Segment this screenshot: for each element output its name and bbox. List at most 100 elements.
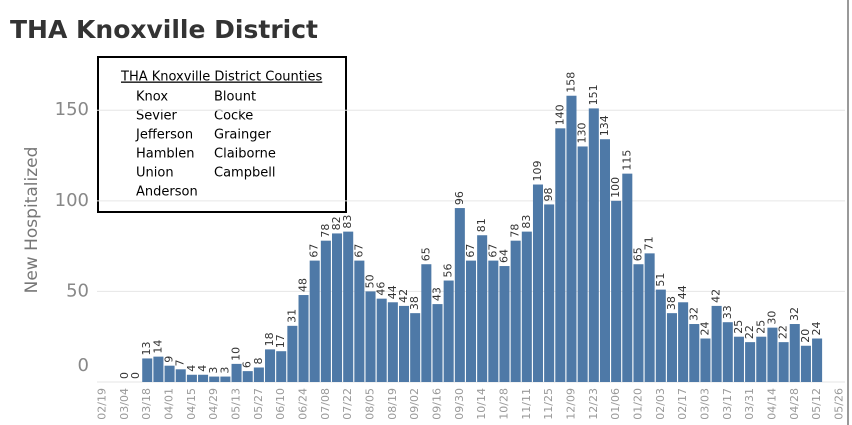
legend-item: Sevier bbox=[136, 109, 178, 124]
bar bbox=[443, 280, 454, 382]
bar bbox=[678, 302, 689, 382]
bar bbox=[265, 349, 276, 382]
bar bbox=[544, 204, 555, 382]
legend-box bbox=[97, 56, 347, 213]
value-label: 20 bbox=[799, 329, 812, 343]
bar bbox=[231, 363, 242, 382]
x-tick-label: 08/05 bbox=[364, 388, 377, 420]
value-label: 151 bbox=[587, 84, 600, 105]
x-tick-label: 04/29 bbox=[207, 388, 220, 420]
bar bbox=[153, 356, 164, 382]
bar bbox=[320, 240, 331, 382]
x-tick-label: 03/31 bbox=[743, 388, 756, 420]
value-label: 65 bbox=[419, 247, 432, 261]
bar bbox=[253, 367, 264, 382]
value-label: 3 bbox=[218, 367, 231, 374]
x-tick-label: 11/25 bbox=[542, 388, 555, 420]
value-label: 71 bbox=[643, 236, 656, 250]
bar bbox=[745, 342, 756, 382]
legend-item: Cocke bbox=[214, 109, 253, 124]
value-label: 4 bbox=[196, 365, 209, 372]
bar bbox=[711, 305, 722, 382]
x-tick-label: 04/28 bbox=[788, 388, 801, 420]
bar bbox=[298, 295, 309, 382]
bar bbox=[733, 336, 744, 382]
x-tick-label: 03/04 bbox=[118, 388, 131, 420]
bar bbox=[287, 325, 298, 382]
value-label: 44 bbox=[386, 285, 399, 299]
value-label: 24 bbox=[698, 322, 711, 336]
bar bbox=[209, 376, 220, 382]
bar bbox=[387, 302, 398, 382]
bar bbox=[599, 139, 610, 382]
x-tick-label: 05/13 bbox=[230, 388, 243, 420]
value-label: 38 bbox=[665, 296, 678, 310]
bar bbox=[644, 253, 655, 382]
value-label: 22 bbox=[777, 325, 790, 339]
bar bbox=[432, 304, 443, 382]
x-tick-label: 02/03 bbox=[654, 388, 667, 420]
x-tick-label: 08/19 bbox=[386, 388, 399, 420]
value-label: 31 bbox=[285, 309, 298, 323]
bar bbox=[555, 128, 566, 382]
value-label: 7 bbox=[174, 359, 187, 366]
x-tick-label: 04/15 bbox=[185, 388, 198, 420]
value-label: 64 bbox=[497, 249, 510, 263]
value-label: 67 bbox=[352, 244, 365, 258]
bar bbox=[376, 298, 387, 382]
x-tick-label: 05/27 bbox=[252, 388, 265, 420]
x-tick-label: 03/03 bbox=[698, 388, 711, 420]
x-tick-label: 10/28 bbox=[497, 388, 510, 420]
legend-item: Knox bbox=[136, 90, 168, 105]
x-tick-label: 12/23 bbox=[587, 388, 600, 420]
legend-item: Anderson bbox=[136, 185, 198, 200]
bar bbox=[343, 231, 354, 382]
value-label: 67 bbox=[308, 244, 321, 258]
bar bbox=[689, 324, 700, 382]
bar bbox=[778, 342, 789, 382]
x-tick-label: 01/06 bbox=[609, 388, 622, 420]
bar bbox=[521, 231, 532, 382]
x-tick-label: 09/16 bbox=[431, 388, 444, 420]
bar bbox=[488, 260, 499, 382]
x-tick-label: 03/18 bbox=[140, 388, 153, 420]
bar bbox=[175, 369, 186, 382]
x-tick-label: 07/08 bbox=[319, 388, 332, 420]
bar bbox=[633, 264, 644, 382]
bar bbox=[767, 327, 778, 382]
value-label: 67 bbox=[464, 244, 477, 258]
bar bbox=[309, 260, 320, 382]
bar bbox=[800, 345, 811, 382]
value-label: 56 bbox=[442, 264, 455, 278]
legend-item: Campbell bbox=[214, 166, 275, 181]
bar bbox=[164, 365, 175, 382]
value-label: 13 bbox=[140, 341, 153, 355]
x-tick-label: 11/11 bbox=[520, 388, 533, 420]
value-label: 30 bbox=[765, 311, 778, 325]
value-label: 32 bbox=[788, 307, 801, 321]
value-label: 24 bbox=[810, 322, 823, 336]
bar bbox=[454, 208, 465, 382]
value-label: 81 bbox=[475, 218, 488, 232]
bar bbox=[398, 305, 410, 382]
bar bbox=[276, 351, 287, 382]
value-label: 18 bbox=[263, 332, 276, 346]
legend-item: Claiborne bbox=[214, 147, 276, 162]
bar bbox=[666, 313, 677, 382]
value-label: 82 bbox=[330, 216, 343, 230]
value-label: 78 bbox=[319, 224, 332, 238]
value-label: 25 bbox=[754, 320, 767, 334]
y-tick-label: 50 bbox=[66, 280, 89, 301]
x-tick-label: 09/30 bbox=[453, 388, 466, 420]
value-label: 33 bbox=[721, 305, 734, 319]
value-label: 17 bbox=[274, 334, 287, 348]
value-label: 43 bbox=[431, 287, 444, 301]
bar bbox=[220, 376, 231, 382]
value-label: 46 bbox=[375, 282, 388, 296]
bar bbox=[756, 336, 767, 382]
value-label: 67 bbox=[486, 244, 499, 258]
value-label: 51 bbox=[654, 273, 667, 287]
value-label: 78 bbox=[509, 224, 522, 238]
value-label: 140 bbox=[553, 104, 566, 125]
legend-item: Jefferson bbox=[135, 128, 193, 143]
